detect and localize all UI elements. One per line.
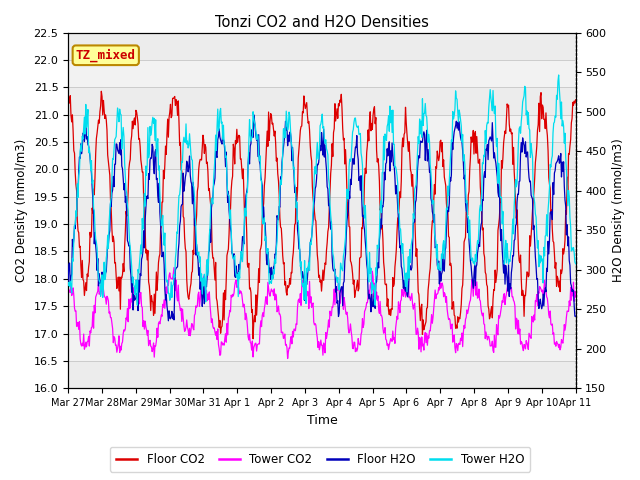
Y-axis label: H2O Density (mmol/m3): H2O Density (mmol/m3) [612,139,625,282]
Bar [68,33,575,60]
Y-axis label: CO2 Density (mmol/m3): CO2 Density (mmol/m3) [15,139,28,282]
Title: Tonzi CO2 and H2O Densities: Tonzi CO2 and H2O Densities [215,15,429,30]
Bar [68,142,575,169]
Bar [68,197,575,224]
Bar [68,306,575,334]
Bar [68,87,575,115]
X-axis label: Time: Time [307,414,337,427]
Bar [68,252,575,279]
Text: TZ_mixed: TZ_mixed [76,48,136,62]
Bar [68,361,575,388]
Legend: Floor CO2, Tower CO2, Floor H2O, Tower H2O: Floor CO2, Tower CO2, Floor H2O, Tower H… [110,447,530,472]
